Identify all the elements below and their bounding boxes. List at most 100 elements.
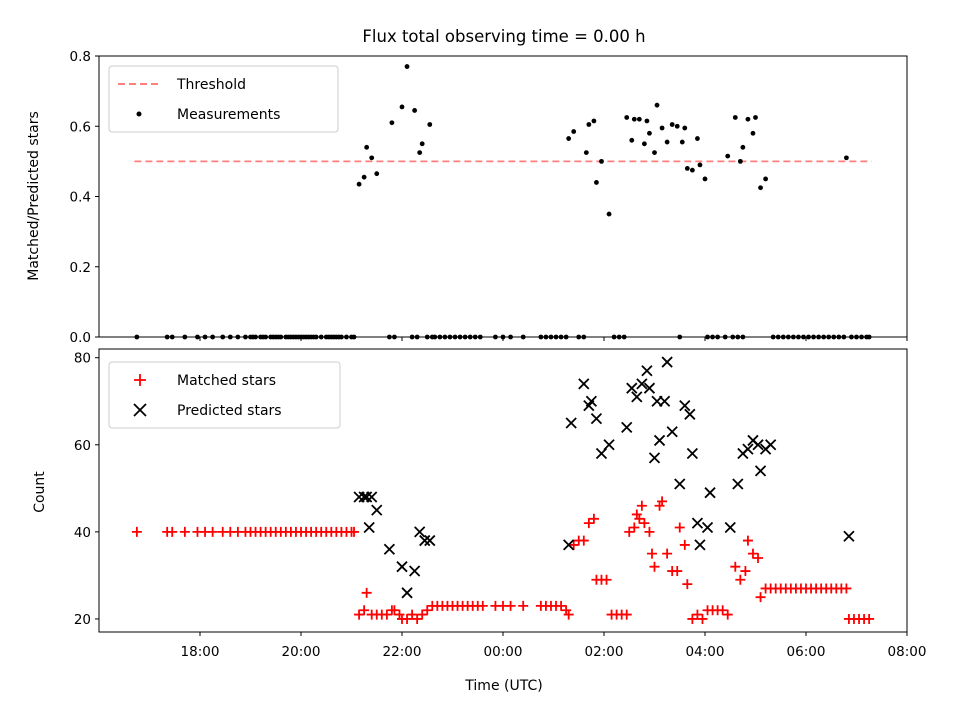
measurement-point (677, 334, 683, 340)
measurement-point (263, 334, 269, 340)
predicted-star-point (585, 395, 598, 407)
matched-star-point (687, 613, 698, 624)
measurement-point (732, 115, 738, 120)
legend-matched-label: Matched stars (177, 373, 276, 389)
matched-star-point (422, 605, 433, 616)
predicted-star-point (419, 534, 431, 547)
bottom-y-tick-label: 80 (74, 351, 91, 367)
measurement-point (740, 334, 746, 340)
measurement-point (816, 334, 822, 340)
measurement-point (202, 334, 208, 340)
measurement-point (452, 334, 458, 340)
matched-star-point (588, 513, 599, 524)
measurement-point (164, 334, 170, 340)
measurement-point (831, 334, 837, 340)
legend-predicted-label: Predicted stars (177, 403, 282, 419)
bottom-y-tick-label: 20 (74, 612, 91, 628)
measurement-point (412, 108, 418, 113)
x-tick-label: 18:00 (181, 644, 220, 660)
measurement-point (437, 334, 443, 340)
predicted-star-point (371, 504, 383, 516)
matched-star-point (624, 526, 635, 537)
measurement-point (866, 334, 872, 340)
measurement-point (227, 334, 233, 340)
measurement-point (679, 139, 685, 145)
matched-star-point (354, 609, 365, 620)
predicted-star-point (641, 365, 653, 377)
measurement-point (763, 176, 768, 182)
bottom-legend: Matched stars Predicted stars (108, 361, 341, 429)
predicted-star-point (401, 587, 413, 599)
measurement-point (392, 334, 397, 340)
bottom-x-ticks: 18:00 20:00 22:00 00:00 02:00 04:00 06:00 08:00 (181, 632, 927, 660)
matched-star-point (644, 526, 655, 537)
measurement-point (520, 334, 526, 340)
top-y-ticks: 0.0 0.2 0.4 0.6 0.8 (70, 49, 99, 346)
matched-star-point (841, 583, 852, 594)
matched-star-point (381, 609, 392, 620)
measurement-point (424, 334, 430, 340)
measurement-point (399, 104, 405, 110)
predicted-star-point (626, 382, 638, 394)
matched-star-point (634, 513, 645, 524)
measurement-point (737, 158, 743, 164)
measurement-point (654, 102, 660, 108)
measurement-point (447, 334, 453, 340)
matched-star-point (722, 609, 733, 620)
top-legend-box (108, 65, 339, 133)
matched-star-point (568, 539, 579, 550)
bottom-y-tick-label: 60 (74, 438, 91, 454)
measurement-point (844, 155, 849, 161)
measurement-point (457, 334, 463, 340)
predicted-star-point (674, 478, 686, 490)
measurement-point (621, 334, 627, 340)
predicted-star-point (565, 417, 577, 429)
predicted-star-point (666, 426, 678, 438)
measurement-point (364, 144, 370, 150)
measurement-point (318, 334, 324, 340)
measurement-point (740, 144, 746, 150)
matched-star-point (657, 496, 668, 507)
matched-star-point (679, 539, 690, 550)
predicted-star-point (590, 413, 603, 425)
top-y-tick-label: 0.0 (70, 330, 91, 346)
predicted-star-point (363, 521, 375, 534)
measurement-point (730, 334, 736, 340)
measurement-point (659, 125, 665, 131)
predicted-star-point (578, 378, 590, 390)
matched-star-point (417, 609, 428, 620)
matched-star-point (735, 574, 746, 585)
measurement-point (725, 153, 731, 159)
predicted-star-point (636, 378, 648, 390)
matched-star-point (753, 552, 764, 563)
matched-star-point (621, 609, 632, 620)
matched-star-point (131, 526, 142, 537)
measurement-point (134, 334, 140, 340)
measurement-point (563, 334, 569, 340)
legend-measurements-label: Measurements (177, 107, 280, 123)
measurement-point (849, 334, 854, 340)
measurement-point (669, 122, 675, 127)
measurement-point (369, 155, 375, 161)
chart-title: Flux total observing time = 0.00 h (362, 27, 645, 46)
predicted-star-point (366, 491, 378, 503)
predicted-star-point (732, 478, 744, 490)
measurement-point (780, 334, 786, 340)
measurement-point (806, 334, 811, 340)
measurement-point (644, 118, 650, 124)
legend-measurements-swatch (136, 111, 142, 117)
measurement-point (841, 334, 847, 340)
measurement-point (500, 334, 506, 340)
measurement-point (722, 334, 728, 340)
matched-star-point (407, 609, 418, 620)
matched-star-point (662, 548, 673, 559)
measurement-point (417, 150, 423, 155)
measurement-point (611, 334, 617, 340)
x-tick-label: 08:00 (888, 644, 927, 660)
measurement-point (854, 334, 859, 340)
measurement-point (581, 334, 587, 340)
legend-threshold-label: Threshold (176, 77, 246, 93)
measurement-point (538, 334, 544, 340)
predicted-star-point (724, 521, 736, 534)
